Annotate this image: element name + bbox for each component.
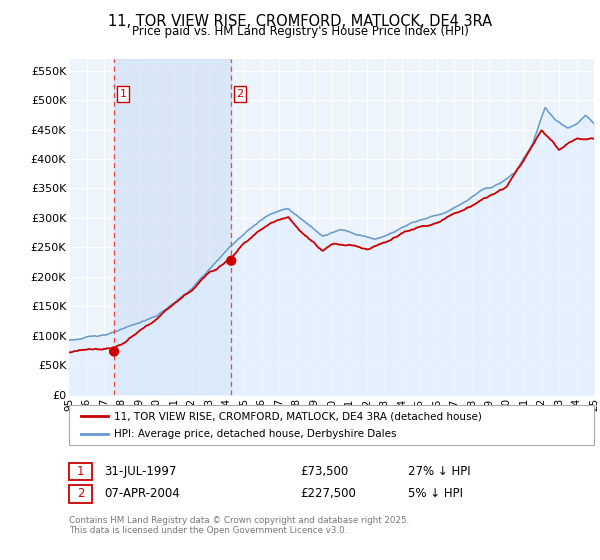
Text: 07-APR-2004: 07-APR-2004 [104, 487, 179, 501]
Point [109, 347, 119, 356]
Text: 1: 1 [119, 89, 127, 99]
Point [226, 256, 236, 265]
Text: HPI: Average price, detached house, Derbyshire Dales: HPI: Average price, detached house, Derb… [114, 429, 397, 439]
Text: 2: 2 [236, 89, 244, 99]
Text: 2: 2 [77, 487, 84, 501]
Text: 31-JUL-1997: 31-JUL-1997 [104, 465, 176, 478]
Text: 11, TOR VIEW RISE, CROMFORD, MATLOCK, DE4 3RA (detached house): 11, TOR VIEW RISE, CROMFORD, MATLOCK, DE… [114, 411, 482, 421]
Text: Contains HM Land Registry data © Crown copyright and database right 2025.: Contains HM Land Registry data © Crown c… [69, 516, 409, 525]
Text: This data is licensed under the Open Government Licence v3.0.: This data is licensed under the Open Gov… [69, 526, 347, 535]
Bar [114, 59, 231, 395]
Text: 5% ↓ HPI: 5% ↓ HPI [408, 487, 463, 501]
Text: 1: 1 [77, 465, 84, 478]
Text: £73,500: £73,500 [300, 465, 348, 478]
Text: Price paid vs. HM Land Registry's House Price Index (HPI): Price paid vs. HM Land Registry's House … [131, 25, 469, 38]
Text: 27% ↓ HPI: 27% ↓ HPI [408, 465, 470, 478]
Text: £227,500: £227,500 [300, 487, 356, 501]
Text: 11, TOR VIEW RISE, CROMFORD, MATLOCK, DE4 3RA: 11, TOR VIEW RISE, CROMFORD, MATLOCK, DE… [108, 14, 492, 29]
